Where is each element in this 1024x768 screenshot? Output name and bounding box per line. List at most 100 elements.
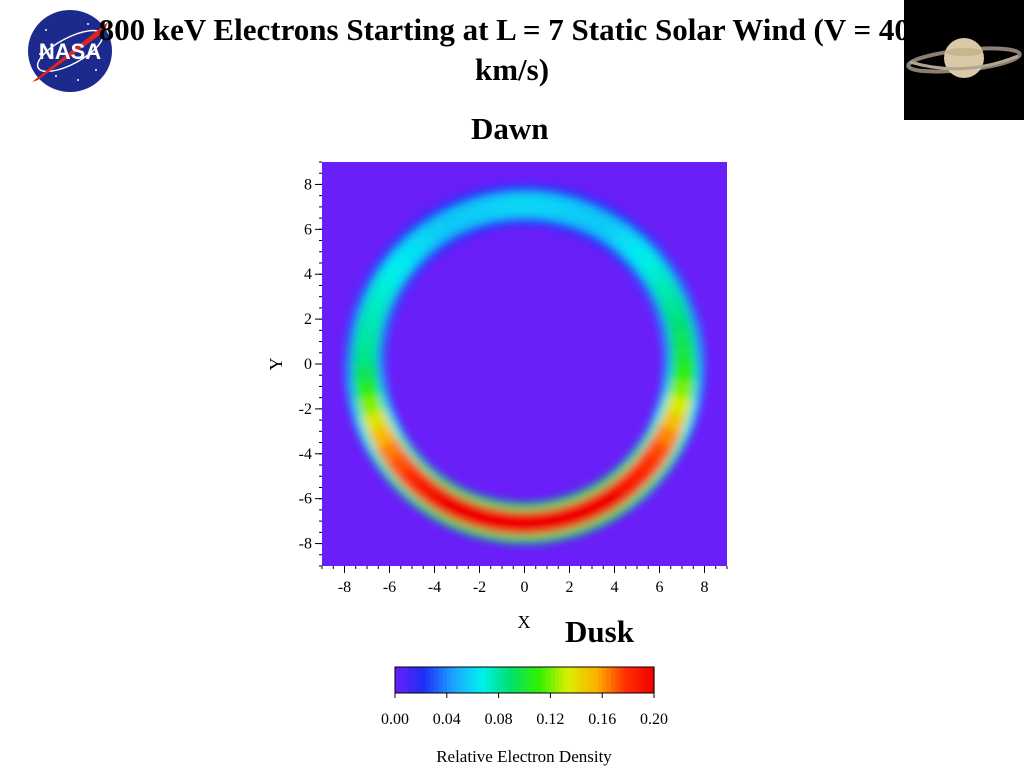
ring-cell xyxy=(389,290,404,309)
colorbar-segment xyxy=(533,667,539,693)
ring-cell xyxy=(558,188,581,201)
ring-cell xyxy=(477,220,496,233)
ring-cell xyxy=(507,216,525,226)
ring-cell xyxy=(359,274,376,296)
nasa-logo-text: NASA xyxy=(39,39,101,64)
colorbar-segment xyxy=(403,667,409,693)
colorbar-segment xyxy=(623,667,629,693)
ring-cell xyxy=(348,399,362,422)
colorbar-segment xyxy=(563,667,569,693)
y-axis-label: Y xyxy=(266,358,286,371)
colorbar: 0.00 0.04 0.08 0.12 0.16 0.20 Relative Electro… xyxy=(381,666,668,766)
colorbar-segment xyxy=(416,667,422,693)
ring-cell xyxy=(436,236,455,253)
ring-cell xyxy=(637,432,654,451)
ring-cell xyxy=(353,328,381,351)
ring-cell xyxy=(623,461,654,492)
ring-cell xyxy=(383,304,398,323)
ring-cell xyxy=(663,347,673,364)
colorbar-label: Relative Electron Density xyxy=(436,747,612,766)
ring-cell xyxy=(627,264,644,283)
ring-cell xyxy=(378,464,398,486)
ring-cell xyxy=(380,392,393,411)
ring-cell xyxy=(651,276,682,305)
colorbar-tick-label: 0.04 xyxy=(433,711,461,728)
colorbar-tick-label: 0.00 xyxy=(381,711,409,728)
ring-cell xyxy=(487,531,509,543)
ring-cell xyxy=(638,229,659,250)
dusk-label: Dusk xyxy=(565,614,634,649)
ring-cell xyxy=(390,478,411,499)
ring-cell xyxy=(577,519,600,535)
colorbar-segment xyxy=(442,667,448,693)
ring-cell xyxy=(680,289,696,311)
ring-cell xyxy=(413,254,432,272)
ring-cell xyxy=(379,318,392,337)
ring-cell xyxy=(488,508,511,535)
ring-cell xyxy=(567,490,586,504)
ring-cell xyxy=(537,217,556,228)
ring-cell xyxy=(668,326,696,349)
ring-cell xyxy=(384,249,415,279)
ring-cell xyxy=(625,490,647,510)
ring-cell xyxy=(643,436,675,465)
colorbar-segment xyxy=(399,667,405,693)
colorbar-segment xyxy=(571,667,577,693)
colorbar-segment xyxy=(610,667,616,693)
ring-cell xyxy=(579,228,599,244)
ring-cell xyxy=(389,420,405,439)
colorbar-segment xyxy=(554,667,560,693)
ring-cell xyxy=(671,344,697,364)
ring-cell xyxy=(424,244,443,262)
ring-cell xyxy=(367,258,386,280)
ring-cell xyxy=(692,380,704,402)
ring-cell xyxy=(643,261,674,291)
colorbar-tick-label: 0.12 xyxy=(536,711,564,728)
ring-cell xyxy=(540,185,562,197)
ring-cell xyxy=(522,184,544,194)
y-tick-label: -8 xyxy=(299,536,312,553)
ring-cell xyxy=(395,277,412,296)
ring-cell xyxy=(377,243,397,265)
ring-cell xyxy=(468,527,491,540)
ring-cell xyxy=(598,482,627,513)
ring-cell xyxy=(656,317,669,336)
ring-cell xyxy=(396,433,413,452)
ring-cell xyxy=(376,348,386,366)
ring-cell xyxy=(581,483,600,499)
ring-cell xyxy=(634,449,665,479)
colorbar-segment xyxy=(649,667,655,693)
x-tick-label: -4 xyxy=(428,579,441,596)
ring-cell xyxy=(389,230,410,251)
ring-cell xyxy=(361,409,391,436)
x-tick-label: 4 xyxy=(611,579,619,596)
colorbar-segment xyxy=(576,667,582,693)
colorbar-segment xyxy=(645,667,651,693)
ring-cell xyxy=(658,292,688,319)
colorbar-segment xyxy=(546,667,551,693)
colorbar-segment xyxy=(636,667,642,693)
colorbar-segment xyxy=(619,667,625,693)
density-ring xyxy=(344,184,705,544)
ring-cell xyxy=(425,467,444,484)
colorbar-segment xyxy=(412,667,418,693)
colorbar-segment xyxy=(606,667,612,693)
ring-cell xyxy=(367,423,398,452)
ring-cell xyxy=(405,445,422,464)
colorbar-segment xyxy=(468,667,474,693)
colorbar-segment xyxy=(489,667,495,693)
colorbar-segment xyxy=(451,667,457,693)
ring-cell xyxy=(353,417,369,439)
ring-cell xyxy=(396,462,427,493)
ring-cell xyxy=(417,208,439,227)
ring-cell xyxy=(375,437,406,467)
x-tick-label: -2 xyxy=(473,579,486,596)
colorbar-tick-label: 0.08 xyxy=(485,711,513,728)
ring-cell xyxy=(681,415,697,437)
ring-cell xyxy=(664,393,693,417)
ring-cell xyxy=(360,433,377,456)
ring-cell xyxy=(344,364,354,385)
ring-cell xyxy=(384,407,398,426)
colorbar-segment xyxy=(528,667,534,693)
ring-cell xyxy=(617,456,636,474)
